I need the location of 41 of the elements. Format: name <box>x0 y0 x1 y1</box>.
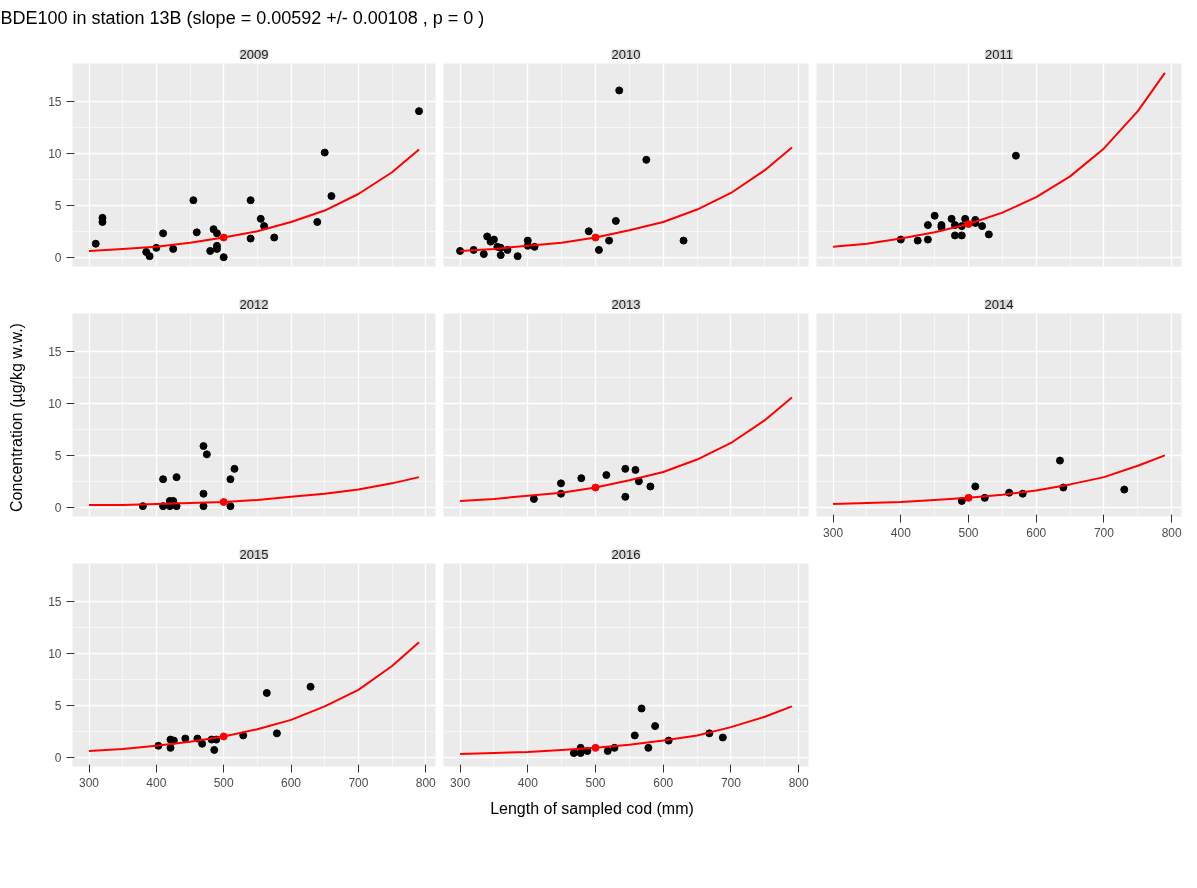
y-tick-label: 10 <box>48 647 62 662</box>
chart-subtitle: 2015 <box>239 546 269 562</box>
x-tick-label: 600 <box>281 775 302 790</box>
y-tick-label: 0 <box>54 250 62 265</box>
x-tick-label: 300 <box>78 775 100 790</box>
y-tick-label: 5 <box>54 698 62 713</box>
chart-subtitle: 2016 <box>611 546 641 562</box>
chart-subtitle: 2012 <box>239 296 269 312</box>
x-tick-label: 600 <box>1026 525 1047 540</box>
x-tick-label: 600 <box>653 775 674 790</box>
x-axis-title: Length of sampled cod (mm) <box>490 799 694 817</box>
y-axis-title: Concentration (µg/kg w.w.) <box>7 323 25 512</box>
chart-title: BDE100 in station 13B (slope = 0.00592 +/- 0.00108 , p = 0 ) <box>0 7 485 28</box>
chart-subtitle: 2009 <box>239 46 269 62</box>
x-tick-label: 800 <box>1161 525 1183 540</box>
chart-subtitle: 2014 <box>984 296 1014 312</box>
y-tick-label: 10 <box>48 147 62 162</box>
x-tick-label: 700 <box>720 775 742 790</box>
x-tick-label: 500 <box>585 775 606 790</box>
x-tick-label: 700 <box>348 775 369 790</box>
x-tick-label: 400 <box>146 775 167 790</box>
chart-subtitle: 2010 <box>611 46 641 62</box>
x-tick-label: 400 <box>890 525 912 540</box>
y-tick-label: 5 <box>54 448 62 463</box>
y-tick-label: 15 <box>48 595 62 610</box>
y-tick-label: 10 <box>48 397 62 412</box>
chart-subtitle: 2013 <box>611 296 641 312</box>
chart-subtitle: 2011 <box>985 46 1013 62</box>
x-tick-label: 500 <box>958 525 979 540</box>
y-tick-label: 0 <box>54 500 62 515</box>
x-tick-label: 700 <box>1093 525 1115 540</box>
x-tick-label: 800 <box>415 775 437 790</box>
y-tick-label: 15 <box>48 345 62 360</box>
x-tick-label: 400 <box>517 775 539 790</box>
x-tick-label: 500 <box>213 775 235 790</box>
x-tick-label: 800 <box>788 775 810 790</box>
x-tick-label: 300 <box>450 775 471 790</box>
y-tick-label: 5 <box>54 198 62 213</box>
y-tick-label: 0 <box>54 750 62 765</box>
x-tick-label: 300 <box>823 525 844 540</box>
y-tick-label: 15 <box>48 95 62 110</box>
